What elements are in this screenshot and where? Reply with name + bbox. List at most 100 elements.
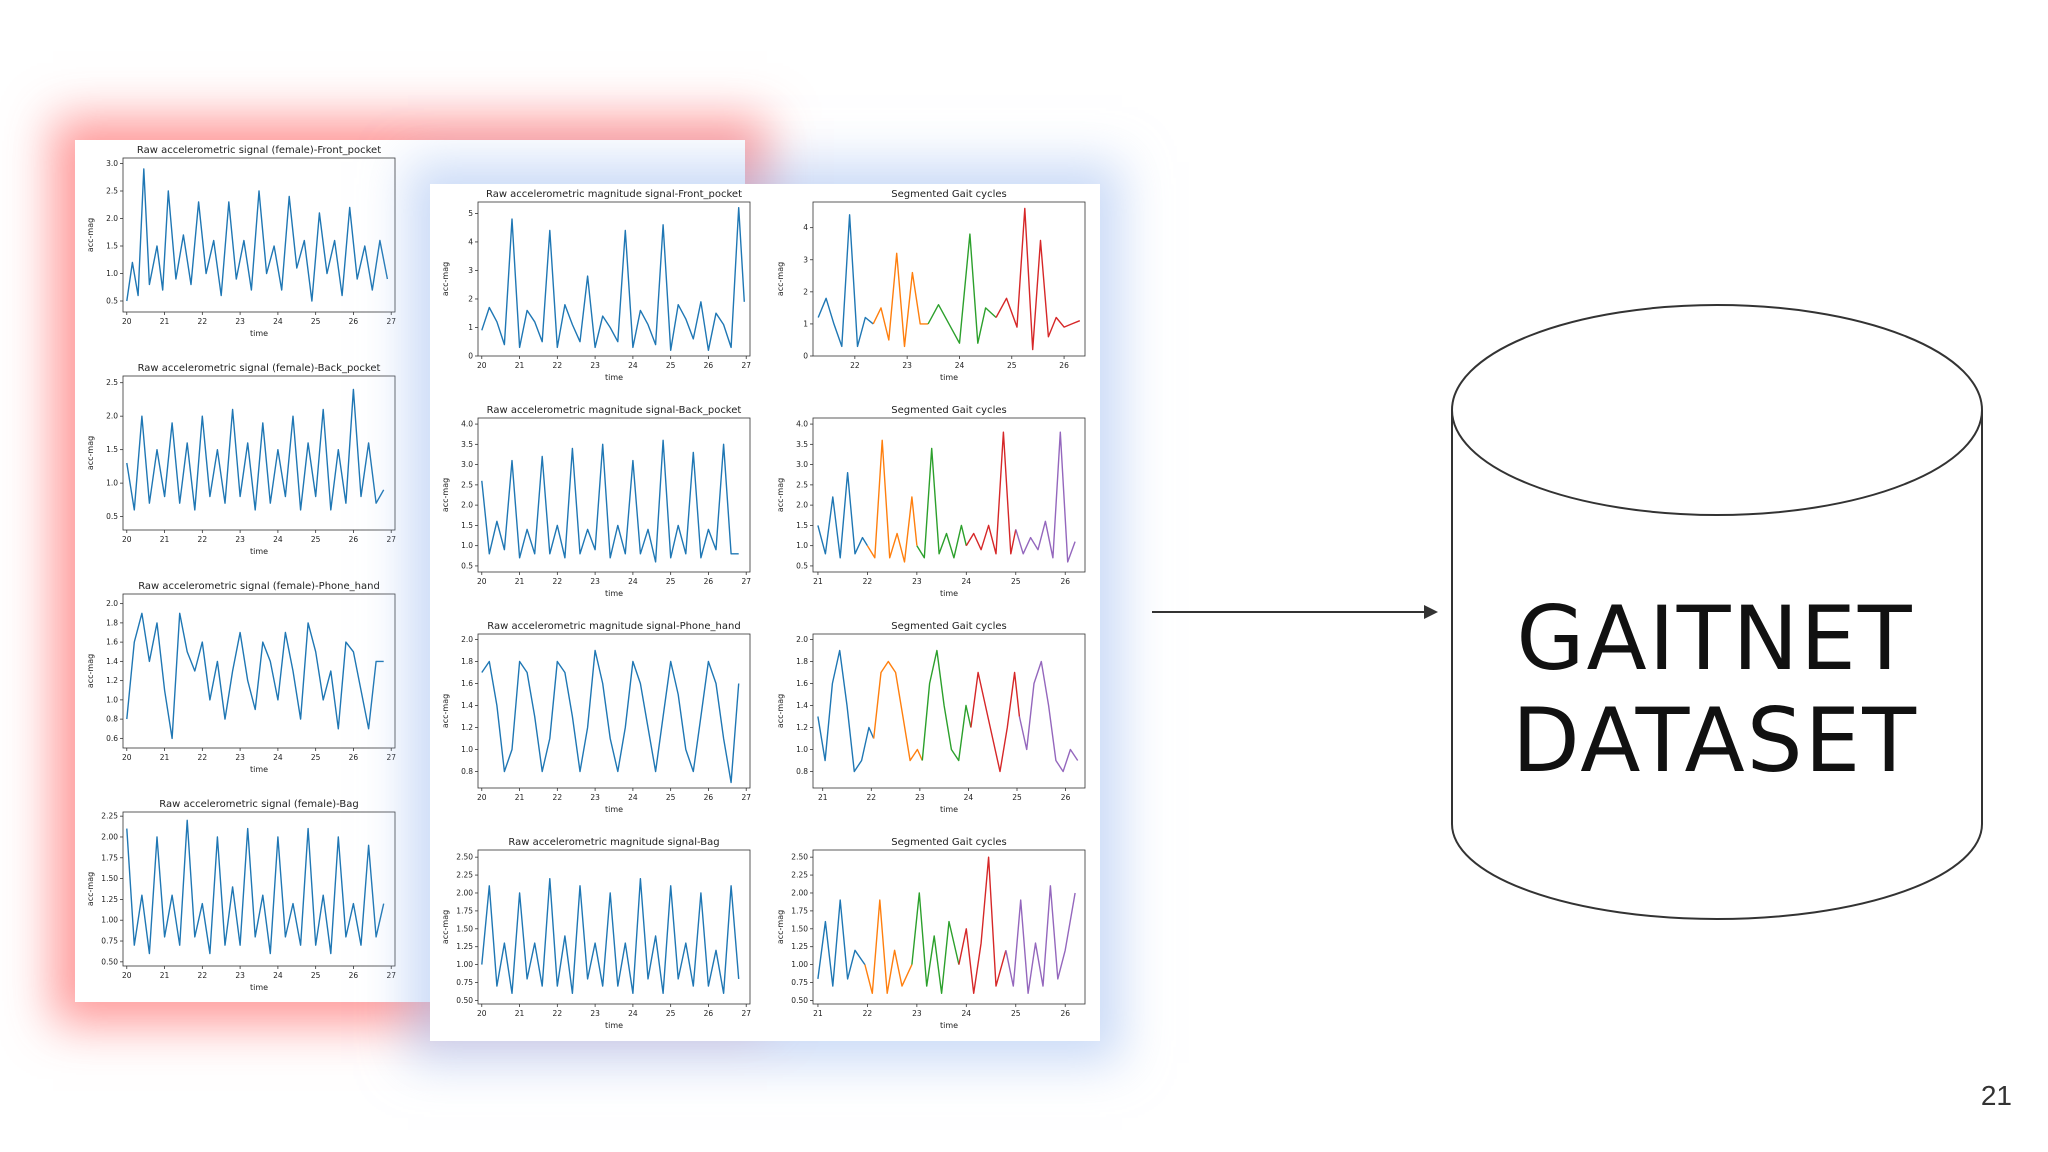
y-axis-label: acc-mag [776,478,785,512]
x-axis-label: time [250,765,268,774]
x-tick-label: 24 [964,793,974,802]
series-line-blue [481,878,740,995]
x-tick-label: 21 [515,361,525,370]
y-tick-label: 1.0 [106,269,118,278]
y-tick-label: 1.25 [791,942,808,951]
chart-svg: Raw accelerometric magnitude signal-Back… [441,405,751,598]
chart-title: Raw accelerometric magnitude signal-Back… [487,405,742,416]
x-tick-label: 26 [704,1009,714,1018]
y-tick-label: 2.25 [791,871,808,880]
series-line-blue [481,439,739,563]
x-tick-label: 23 [590,361,600,370]
series-line-purple [1018,660,1079,773]
x-tick-label: 26 [1060,577,1070,586]
chart-title: Segmented Gait cycles [891,189,1007,200]
x-tick-label: 22 [198,971,208,980]
y-tick-label: 4 [468,237,473,246]
x-tick-label: 22 [863,1009,873,1018]
x-tick-label: 25 [1007,361,1017,370]
x-tick-label: 27 [741,361,751,370]
x-tick-label: 24 [273,535,283,544]
y-tick-label: 1.25 [101,895,118,904]
x-axis-label: time [250,983,268,992]
plot-frame [122,375,396,531]
chart-title: Segmented Gait cycles [891,837,1007,848]
plot-frame [477,633,751,789]
x-tick-label: 20 [477,793,487,802]
y-tick-label: 1.4 [461,701,473,710]
x-axis-label: time [250,329,268,338]
x-axis-label: time [250,547,268,556]
x-tick-label: 21 [818,793,828,802]
dataset-label: GAITNET DATASET [1450,588,1980,792]
x-tick-label: 26 [704,793,714,802]
x-tick-label: 22 [553,577,563,586]
y-tick-label: 1.0 [796,541,808,550]
x-tick-label: 20 [122,535,132,544]
chart-svg: Raw accelerometric magnitude signal-Bag t… [441,837,751,1030]
y-tick-label: 1.0 [796,745,808,754]
chart-svg: Raw accelerometric signal (female)-Front… [86,145,396,338]
x-tick-label: 25 [1011,577,1021,586]
y-tick-label: 0.5 [461,561,473,570]
y-tick-label: 1.5 [796,521,808,530]
y-tick-label: 3.5 [796,440,808,449]
y-tick-label: 2.5 [106,187,118,196]
x-axis-label: time [605,1021,623,1030]
y-axis-label: acc-mag [86,218,95,252]
chart-front-pocket-magnitude: Raw accelerometric magnitude signal-Fron… [430,184,765,400]
x-tick-label: 23 [235,971,245,980]
x-tick-label: 26 [349,971,359,980]
y-tick-label: 1.5 [106,445,118,454]
y-tick-label: 1.8 [796,657,808,666]
chart-front-pocket-female: Raw accelerometric signal (female)-Front… [75,140,410,356]
chart-title: Raw accelerometric magnitude signal-Phon… [487,621,740,632]
y-tick-label: 1.00 [791,960,808,969]
x-tick-label: 25 [311,317,321,326]
y-tick-label: 1 [468,323,473,332]
x-tick-label: 22 [850,361,860,370]
x-tick-label: 24 [273,317,283,326]
x-tick-label: 22 [863,577,873,586]
x-tick-label: 20 [477,1009,487,1018]
y-axis-label: acc-mag [86,654,95,688]
y-tick-label: 1.75 [101,853,118,862]
y-tick-label: 0.75 [791,978,808,987]
series-line-blue [817,471,868,559]
y-axis-label: acc-mag [86,872,95,906]
y-tick-label: 1.6 [796,679,808,688]
chart-svg: Raw accelerometric magnitude signal-Phon… [441,621,751,814]
plot-frame [812,849,1086,1005]
x-tick-label: 21 [813,577,823,586]
x-tick-label: 21 [160,971,170,980]
arrow-right-icon [1152,605,1438,619]
x-tick-label: 23 [912,577,922,586]
plot-frame [477,201,751,357]
y-tick-label: 3 [468,266,473,275]
x-tick-label: 27 [386,535,396,544]
y-tick-label: 1.25 [456,942,473,951]
x-tick-label: 25 [311,753,321,762]
series-line-green [927,233,997,344]
y-tick-label: 3.0 [796,460,808,469]
x-tick-label: 25 [666,361,676,370]
chart-title: Raw accelerometric signal (female)-Bag [159,799,358,810]
chart-title: Raw accelerometric magnitude signal-Bag [508,837,719,848]
y-axis-label: acc-mag [776,262,785,296]
dataset-label-line2: DATASET [1512,689,1918,792]
x-tick-label: 26 [1059,361,1069,370]
y-tick-label: 0.8 [796,767,808,776]
y-tick-label: 1.0 [461,541,473,550]
plot-frame [122,157,396,313]
chart-phone-hand-female: Raw accelerometric signal (female)-Phone… [75,576,410,792]
y-tick-label: 2.0 [106,599,118,608]
x-tick-label: 24 [955,361,965,370]
y-tick-label: 1.50 [456,924,473,933]
x-tick-label: 20 [122,971,132,980]
y-tick-label: 2.00 [101,832,118,841]
chart-front-pocket-segmented: Segmented Gait cycles time acc-mag 22 23 24 25… [765,184,1100,400]
chart-svg: Raw accelerometric magnitude signal-Fron… [441,189,751,382]
series-line-orange [866,439,918,563]
y-tick-label: 2.50 [456,853,473,862]
y-tick-label: 2.00 [791,888,808,897]
